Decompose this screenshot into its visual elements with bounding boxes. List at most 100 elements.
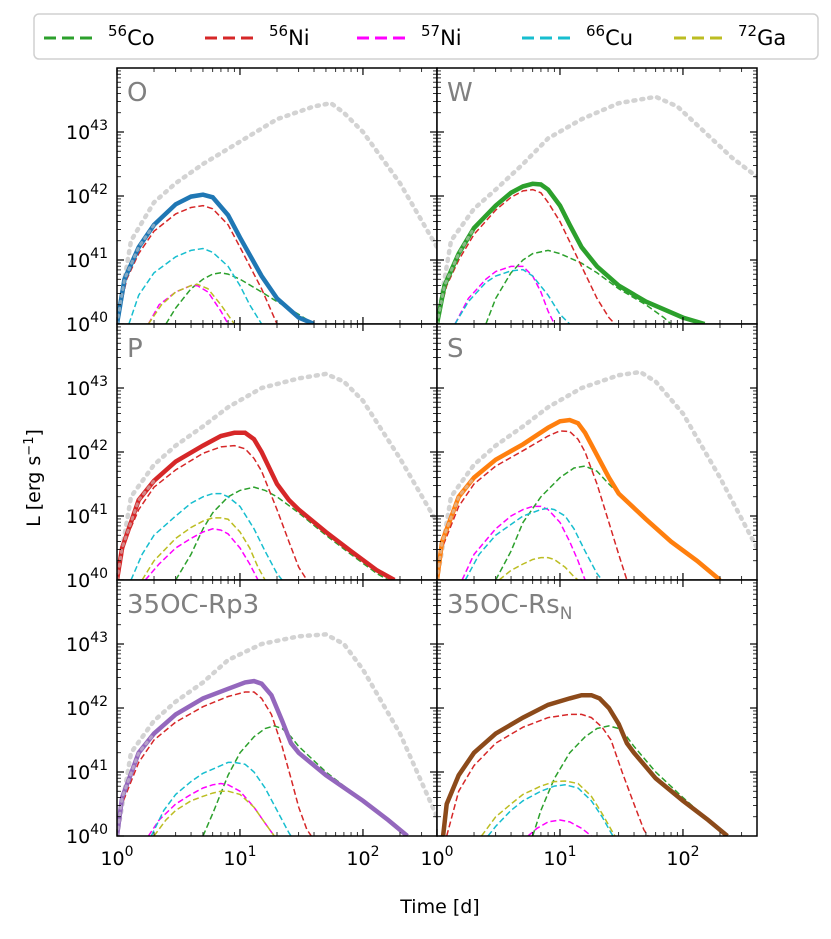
y-tick-label: 1043 — [66, 118, 108, 144]
y-tick-base: 10 — [66, 378, 90, 400]
y-tick-exponent: 41 — [90, 502, 108, 518]
x-tick-base: 10 — [100, 848, 124, 870]
panel-background — [437, 68, 757, 324]
y-axis-label-end: ] — [23, 429, 45, 436]
panels: O W P S 35OC-Rp3 35OC-RsN — [116, 67, 758, 837]
x-tick-base: 10 — [666, 848, 690, 870]
x-tick-base: 10 — [346, 848, 370, 870]
panel-5: 35OC-Rp3 — [116, 579, 438, 837]
panel-label-main: S — [447, 334, 464, 364]
total-dotted-line — [437, 369, 757, 580]
x-tick-exponent: 0 — [445, 844, 454, 860]
series-cu66-line — [454, 268, 571, 324]
y-tick-label: 1040 — [66, 310, 108, 336]
series-cu66-line — [464, 507, 603, 580]
legend-label-ni56: 56Ni — [269, 22, 310, 50]
y-tick-exponent: 41 — [90, 246, 108, 262]
legend-label-co56: 56Co — [108, 22, 155, 50]
legend-isotope-mass: 56 — [108, 22, 127, 40]
series-ni57-line — [461, 505, 586, 580]
x-tick-label: 102 — [346, 844, 379, 870]
panel-4: S — [436, 323, 758, 581]
x-tick-base: 10 — [543, 848, 567, 870]
series-ni56-line — [117, 691, 312, 836]
series-ni57-line — [147, 782, 275, 836]
y-tick-base: 10 — [66, 506, 90, 528]
panel-background — [117, 68, 437, 324]
y-tick-base: 10 — [66, 762, 90, 784]
y-tick-label: 1040 — [66, 822, 108, 848]
y-tick-base: 10 — [66, 250, 90, 272]
panel-label-main: 35OC-Rp3 — [127, 590, 259, 620]
total-line — [440, 692, 729, 836]
y-tick-exponent: 42 — [90, 438, 108, 454]
panel-plot-area — [117, 371, 437, 580]
series-co56-line — [495, 465, 721, 580]
y-axis-label: L [erg s−1] — [22, 429, 45, 527]
panel-plot-area — [437, 369, 757, 580]
panel-label-main: W — [447, 78, 473, 108]
legend-element-name: Cu — [605, 26, 633, 50]
x-tick-labels: 100 101 102 100 101 102 — [100, 844, 699, 870]
y-tick-label: 1042 — [66, 182, 108, 208]
y-tick-base: 10 — [66, 570, 90, 592]
legend: 56Co 56Ni 57Ni 66Cu 72Ga — [33, 13, 819, 60]
x-tick-label: 101 — [223, 844, 256, 870]
panel-plot-area — [440, 692, 729, 836]
y-tick-base: 10 — [66, 442, 90, 464]
series-cu66-line — [128, 247, 263, 324]
total-dotted-line — [117, 371, 437, 580]
panel-plot-area — [117, 100, 437, 324]
series-ni56-line — [117, 444, 308, 580]
panel-label: 35OC-RsN — [447, 590, 572, 624]
panel-label: P — [127, 334, 143, 364]
panel-3: P — [116, 323, 438, 581]
x-tick-exponent: 2 — [371, 844, 380, 860]
total-dotted-line — [117, 632, 437, 836]
series-ni57-line — [527, 819, 592, 836]
x-axis-label: Time [d] — [399, 896, 479, 918]
y-tick-base: 10 — [66, 314, 90, 336]
total-dotted-overlay — [117, 479, 156, 580]
panel-6: 35OC-RsN — [436, 579, 758, 837]
y-tick-exponent: 40 — [90, 310, 108, 326]
legend-label-ni57: 57Ni — [421, 22, 462, 50]
y-tick-base: 10 — [66, 634, 90, 656]
x-tick-exponent: 0 — [125, 844, 134, 860]
x-tick-exponent: 2 — [691, 844, 700, 860]
x-tick-exponent: 1 — [248, 844, 257, 860]
y-tick-base: 10 — [66, 122, 90, 144]
y-tick-base: 10 — [66, 186, 90, 208]
panel-label: S — [447, 334, 464, 364]
legend-element-name: Ni — [440, 26, 462, 50]
total-dotted-overlay — [117, 223, 156, 324]
series-cu66-line — [150, 761, 292, 836]
y-tick-label: 1041 — [66, 758, 108, 784]
legend-label-ga72: 72Ga — [738, 22, 786, 50]
panel-plot-area — [117, 632, 437, 836]
panel-label-main: P — [127, 334, 143, 364]
panel-background — [437, 580, 757, 836]
series-ni56-line — [437, 188, 616, 324]
series-ga72-line — [153, 790, 275, 836]
y-tick-exponent: 42 — [90, 182, 108, 198]
x-tick-label: 100 — [420, 844, 453, 870]
legend-isotope-mass: 57 — [421, 22, 440, 40]
y-tick-exponent: 41 — [90, 758, 108, 774]
y-tick-label: 1040 — [66, 566, 108, 592]
panel-label: O — [127, 78, 147, 108]
y-tick-label: 1041 — [66, 502, 108, 528]
panel-label: 35OC-Rp3 — [127, 590, 259, 620]
x-tick-base: 10 — [223, 848, 247, 870]
y-tick-exponent: 40 — [90, 566, 108, 582]
panel-label-main: O — [127, 78, 147, 108]
total-dotted-line — [117, 100, 437, 324]
y-tick-exponent: 43 — [90, 630, 108, 646]
x-tick-label: 102 — [666, 844, 699, 870]
y-tick-exponent: 42 — [90, 694, 108, 710]
y-axis-label-exponent: −1 — [22, 437, 37, 456]
legend-isotope-mass: 66 — [586, 22, 605, 40]
y-tick-exponent: 40 — [90, 822, 108, 838]
total-dotted-overlay — [437, 476, 476, 580]
